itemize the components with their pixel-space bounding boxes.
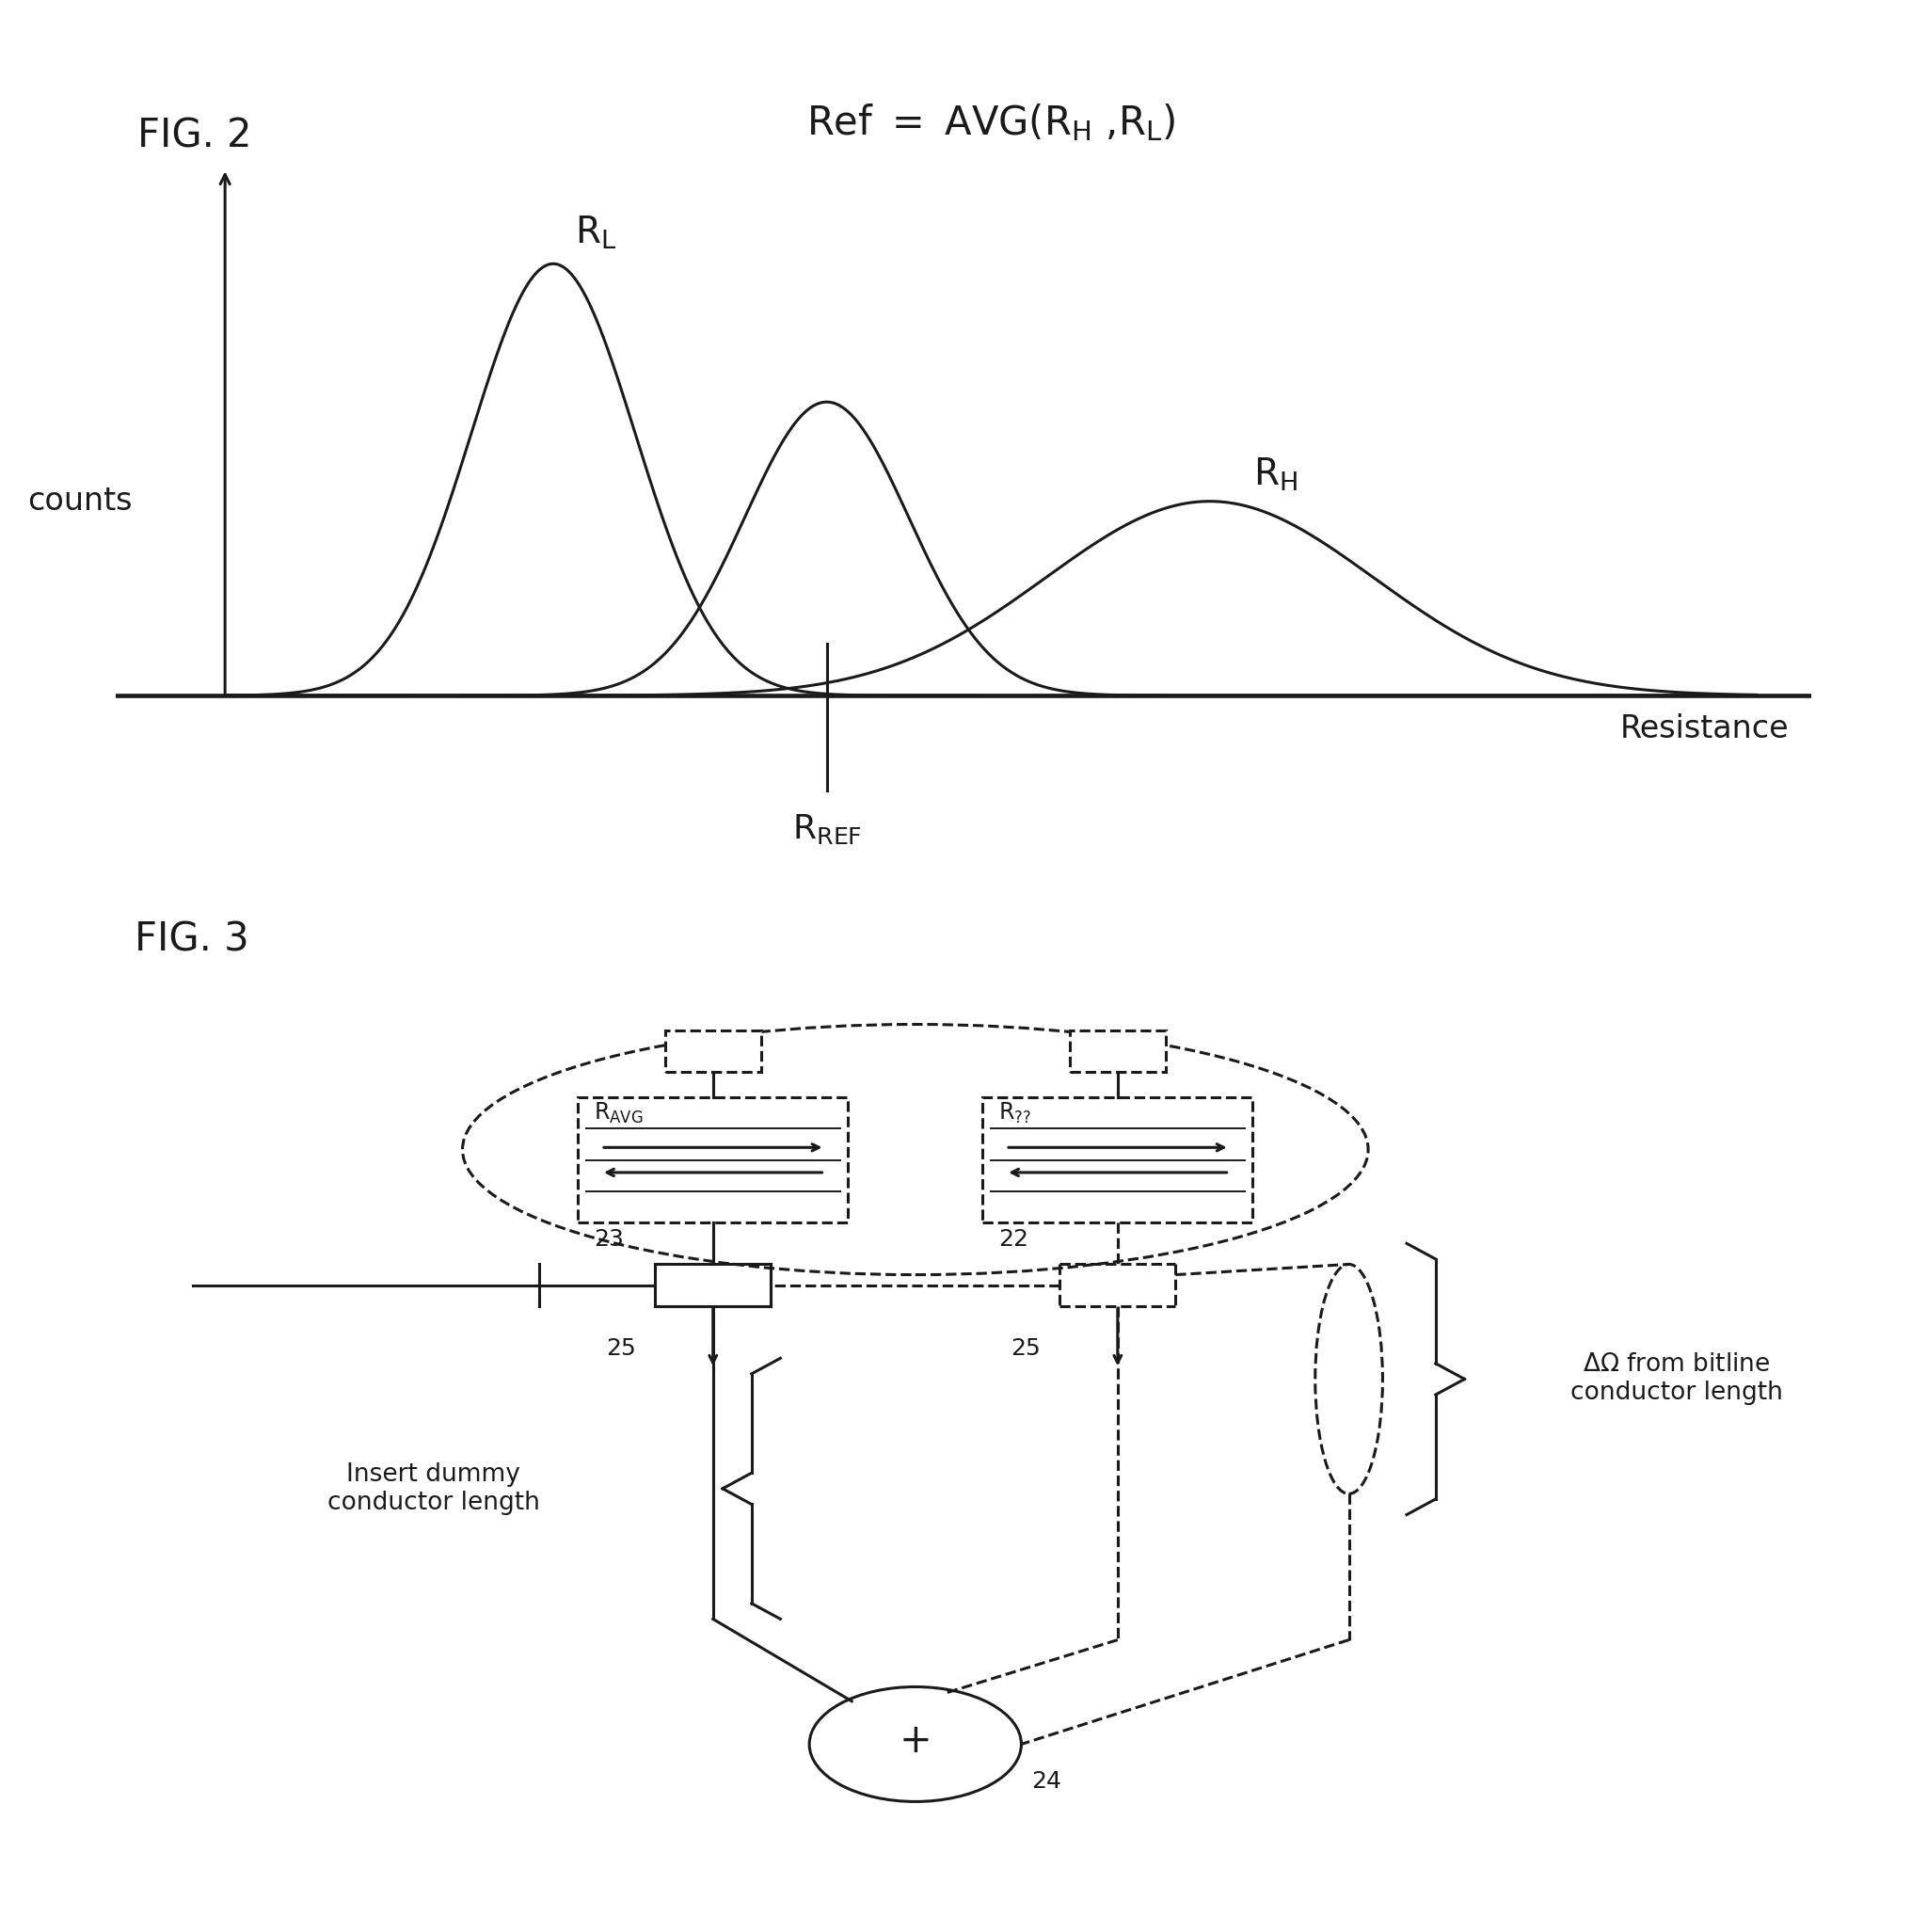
Text: R$_\mathsf{??}$: R$_\mathsf{??}$ [998, 1101, 1031, 1124]
Text: 23: 23 [594, 1229, 624, 1250]
Bar [665, 1030, 761, 1072]
Text: counts: counts [27, 485, 133, 518]
Text: $\Delta\Omega$ from bitline
conductor length: $\Delta\Omega$ from bitline conductor le… [1571, 1352, 1782, 1405]
Bar [578, 1097, 848, 1223]
Text: Insert dummy
conductor length: Insert dummy conductor length [328, 1463, 540, 1515]
Text: FIG. 3: FIG. 3 [135, 920, 249, 960]
Text: Resistance: Resistance [1621, 713, 1790, 744]
Text: +: + [900, 1721, 931, 1760]
Text: R$_\mathsf{L}$: R$_\mathsf{L}$ [574, 214, 617, 251]
Text: 22: 22 [998, 1229, 1029, 1250]
Text: Ref $=$ AVG(R$_\mathsf{H}$ ,R$_\mathsf{L}$): Ref $=$ AVG(R$_\mathsf{H}$ ,R$_\mathsf{L… [805, 102, 1175, 143]
Text: 25: 25 [1010, 1337, 1041, 1360]
Text: FIG. 2: FIG. 2 [137, 116, 252, 156]
Text: 25: 25 [605, 1337, 636, 1360]
Text: R$_\mathsf{AVG}$: R$_\mathsf{AVG}$ [594, 1101, 644, 1124]
Text: R$_\mathsf{REF}$: R$_\mathsf{REF}$ [792, 811, 861, 846]
Circle shape [809, 1687, 1021, 1801]
Text: R$_\mathsf{H}$: R$_\mathsf{H}$ [1253, 456, 1297, 493]
Bar [983, 1097, 1253, 1223]
Bar [1069, 1030, 1166, 1072]
Text: 24: 24 [1031, 1770, 1062, 1793]
